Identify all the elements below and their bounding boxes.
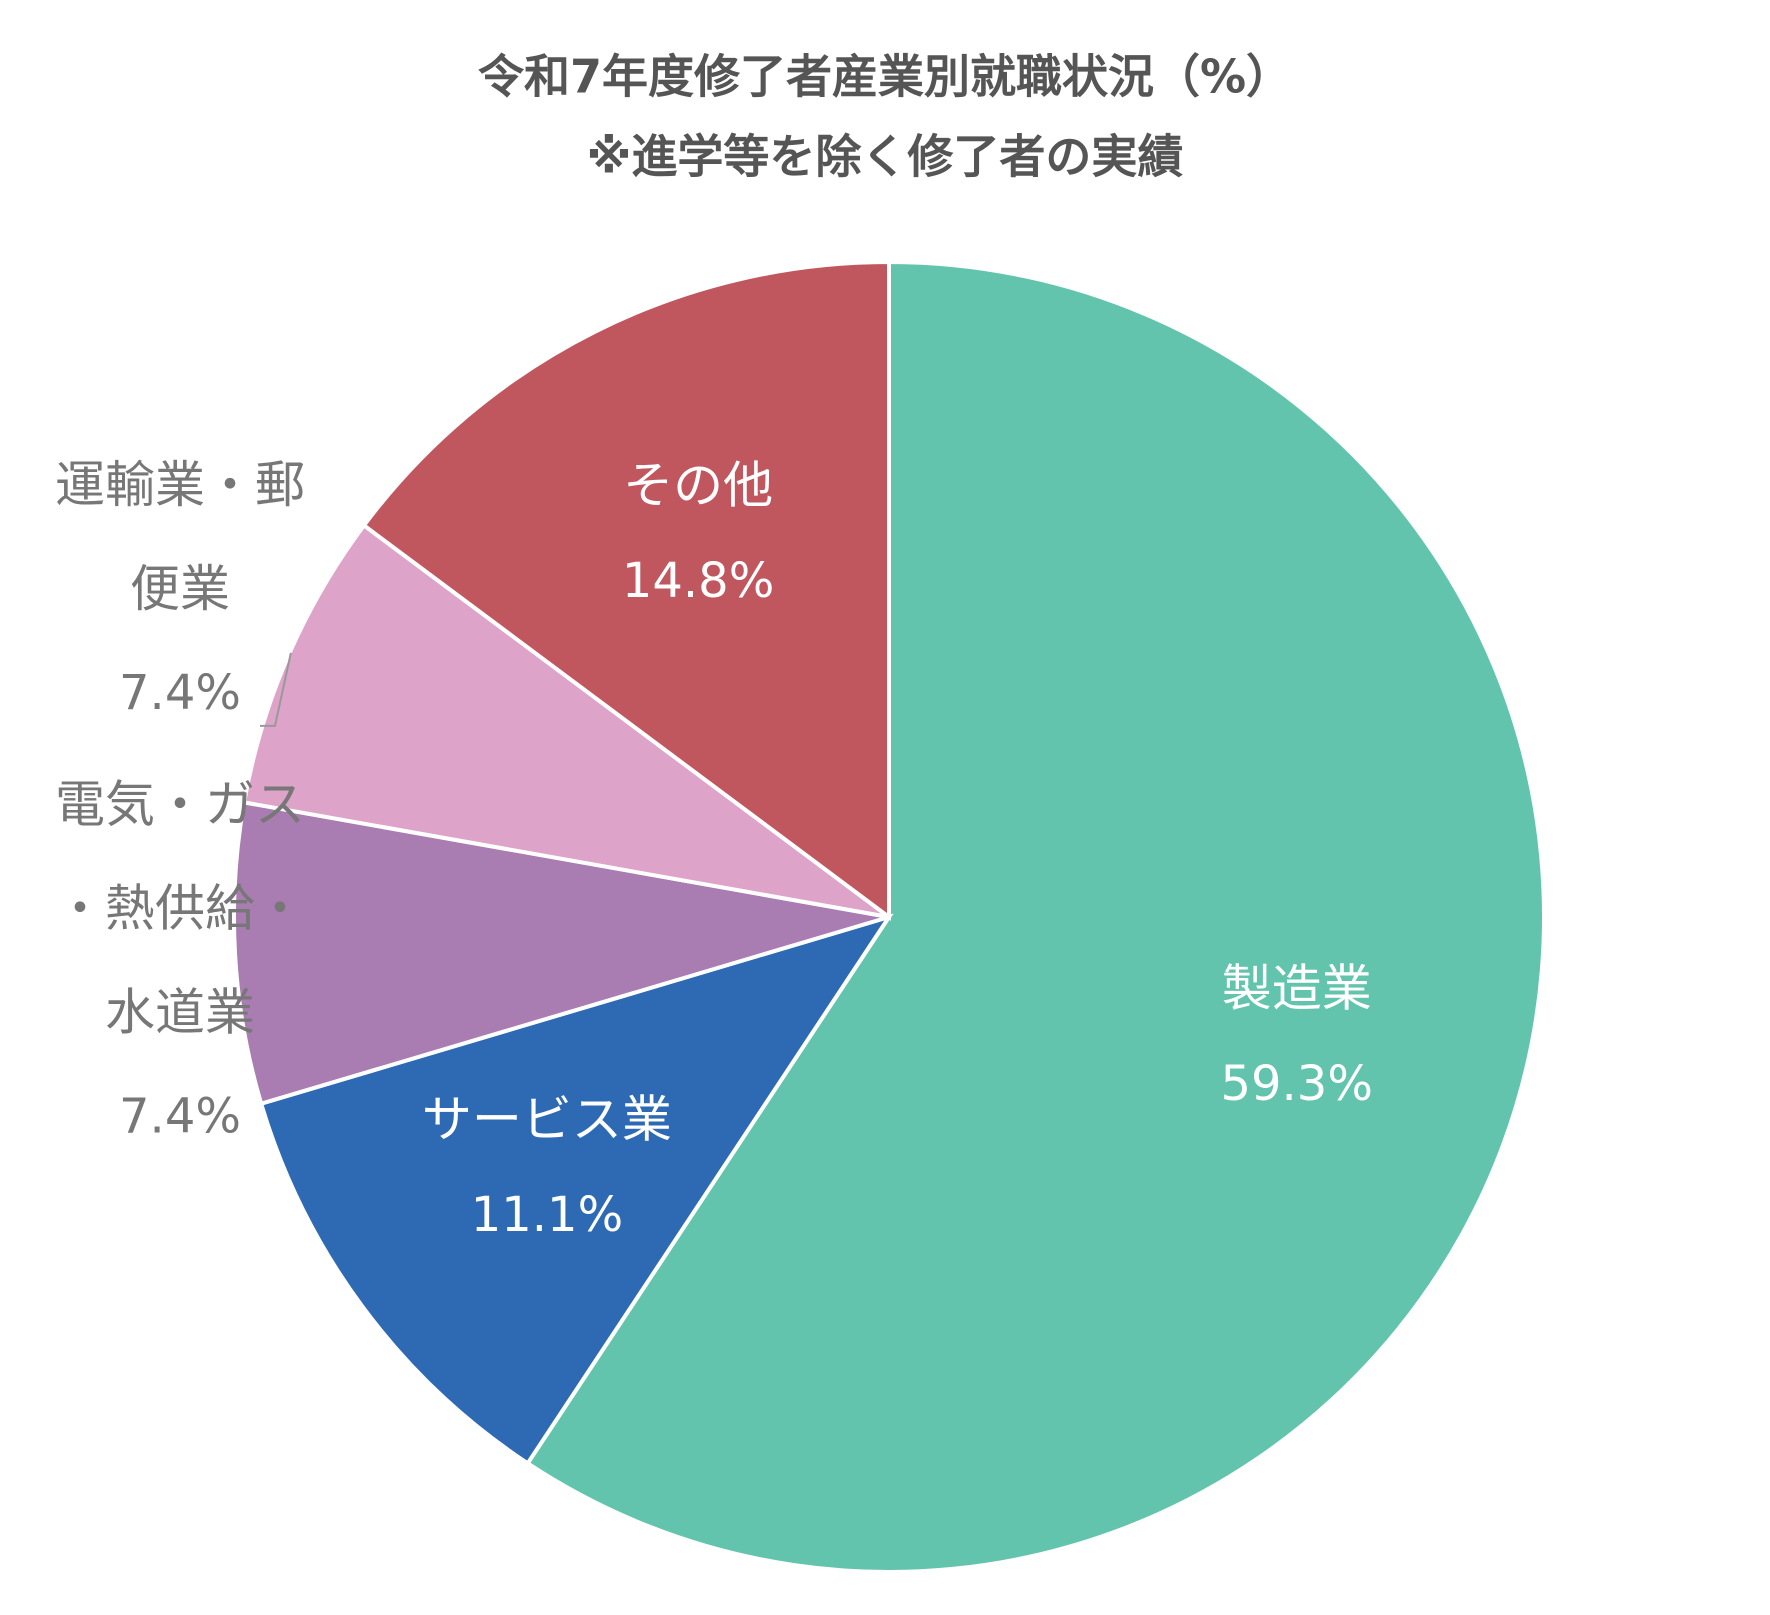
chart-title: 令和7年度修了者産業別就職状況（%）	[478, 50, 1292, 104]
leader-line	[260, 652, 292, 727]
value-label: 11.1%	[471, 1187, 623, 1243]
value-label: 7.4%	[119, 665, 241, 721]
label-line: 運輸業・郵	[55, 455, 305, 513]
category-label: 製造業	[1222, 960, 1372, 1018]
pie-slice	[258, 913, 894, 1467]
value-label: 59.3%	[1220, 1056, 1372, 1112]
pie-slice	[241, 522, 891, 919]
value-label: 7.4%	[119, 1088, 241, 1144]
pie-slice	[361, 259, 891, 921]
category-label: サービス業	[422, 1090, 672, 1148]
category-label: その他	[623, 456, 773, 514]
pie-slice	[524, 259, 1546, 1574]
label-line: 電気・ガス	[55, 775, 305, 833]
category-label: 電気・ガス・熱供給・水道業	[55, 775, 305, 1041]
value-label: 14.8%	[622, 553, 774, 609]
chart-subtitle: ※進学等を除く修了者の実績	[587, 130, 1184, 184]
label-line: 便業	[130, 559, 230, 617]
label-line: ・熱供給・	[55, 879, 305, 937]
pie-slice	[232, 800, 890, 1107]
category-label: 運輸業・郵便業	[55, 455, 305, 617]
label-line: 水道業	[105, 983, 255, 1041]
